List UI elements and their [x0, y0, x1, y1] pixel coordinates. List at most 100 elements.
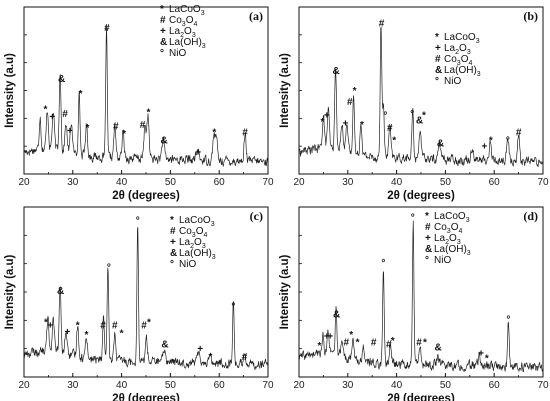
- legend-text: La: [179, 237, 191, 248]
- peak-marker: °: [506, 135, 510, 146]
- legend-label: La2O3: [179, 237, 206, 250]
- x-tick-label: 40: [116, 380, 128, 391]
- legend-text: NiO: [179, 259, 196, 270]
- legend-symbol: *: [170, 215, 174, 226]
- legend-text-tail: O: [186, 15, 194, 26]
- peak-marker: &: [434, 342, 441, 353]
- x-axis-label: 2θ (degrees): [387, 393, 455, 401]
- legend-symbol: &: [170, 248, 177, 259]
- peak-marker: *: [349, 330, 353, 341]
- xrd-pattern-line: [298, 26, 544, 168]
- legend-subscript: 3: [211, 221, 215, 228]
- legend-symbol: +: [160, 26, 166, 37]
- peak-marker: &: [416, 115, 423, 126]
- peak-marker: &: [332, 66, 339, 77]
- peak-marker: &: [437, 138, 444, 149]
- peak-marker: *: [489, 135, 493, 146]
- legend-text: La: [169, 26, 181, 37]
- peak-marker: #: [416, 338, 422, 349]
- x-tick-label: 50: [165, 380, 177, 391]
- peak-marker: *: [320, 117, 324, 128]
- legend-subscript: 3: [467, 49, 471, 56]
- legend-subscript: 3: [192, 232, 196, 239]
- peak-marker: *: [208, 352, 212, 363]
- legend-symbol: *: [160, 4, 164, 15]
- legend-label: Co3O4: [169, 15, 197, 28]
- x-tick-label: 50: [165, 177, 177, 188]
- legend-text-tail: O: [461, 54, 469, 65]
- legend-text: NiO: [169, 48, 186, 59]
- peak-marker: #: [242, 352, 248, 363]
- peak-marker: +: [482, 141, 488, 152]
- peak-marker: +: [197, 344, 203, 355]
- legend-subscript: 3: [202, 243, 206, 250]
- legend-subscript: 3: [212, 254, 216, 261]
- x-axis-label: 2θ (degrees): [112, 190, 180, 202]
- legend-subscript: 3: [477, 71, 481, 78]
- legend-label: LaCoO3: [179, 215, 215, 228]
- peak-marker: *: [76, 321, 80, 332]
- peak-marker: #: [242, 128, 248, 139]
- peak-marker: °: [107, 263, 111, 274]
- legend-subscript: 3: [476, 38, 480, 45]
- legend-symbol: &: [425, 244, 432, 255]
- y-axis-label: Intensity (a.u): [4, 254, 16, 329]
- legend-label: Co3O4: [434, 222, 462, 235]
- panel-label: (c): [250, 209, 263, 223]
- peak-marker: *: [423, 338, 427, 349]
- peak-marker: #: [113, 121, 119, 132]
- peak-marker: +: [342, 118, 348, 129]
- x-tick-label: 20: [293, 177, 305, 188]
- legend-text: NiO: [444, 76, 461, 87]
- x-tick-label: 20: [18, 177, 30, 188]
- legend-label: La2O3: [444, 43, 471, 56]
- legend-symbol: °: [435, 76, 439, 87]
- peak-marker: °: [381, 258, 385, 269]
- peak-marker: *: [485, 353, 489, 364]
- peak-marker: *: [147, 317, 151, 328]
- legend-symbol: °: [160, 48, 164, 59]
- legend-subscript: 4: [458, 228, 462, 235]
- legend-label: La(OH)3: [169, 37, 206, 50]
- legend-subscript: 3: [457, 60, 461, 67]
- peak-marker: °: [410, 109, 414, 120]
- panel-label: (d): [523, 209, 538, 223]
- legend-subscript: 3: [467, 250, 471, 257]
- peak-marker: *: [85, 330, 89, 341]
- legend-subscript: 3: [182, 21, 186, 28]
- x-axis-label: 2θ (degrees): [112, 393, 180, 401]
- x-tick-label: 50: [440, 380, 452, 391]
- x-tick-label: 40: [391, 380, 403, 391]
- legend-text: LaCoO: [179, 215, 211, 226]
- peak-marker: *: [120, 328, 124, 339]
- legend-text: Co: [179, 226, 192, 237]
- legend-text-tail: O: [451, 222, 459, 233]
- legend-symbol: +: [170, 237, 176, 248]
- x-tick-label: 30: [67, 177, 79, 188]
- legend-label: Co3O4: [179, 226, 207, 239]
- peak-marker: #: [62, 109, 68, 120]
- peak-marker: #: [100, 321, 106, 332]
- x-tick-label: 60: [489, 380, 501, 391]
- peak-marker: *: [212, 128, 216, 139]
- legend-text-tail: O: [449, 233, 457, 244]
- legend-subscript: 3: [202, 43, 206, 50]
- legend-text-tail: O: [184, 26, 192, 37]
- peak-marker: #: [347, 97, 353, 108]
- legend-label: La2O3: [169, 26, 196, 39]
- peak-marker: *: [392, 135, 396, 146]
- x-tick-label: 70: [262, 177, 274, 188]
- peak-marker: &: [333, 310, 340, 321]
- peak-marker: +: [65, 327, 71, 338]
- x-tick-label: 30: [67, 380, 79, 391]
- peak-marker: +: [324, 111, 330, 122]
- peak-marker: °: [411, 213, 415, 224]
- peak-marker: +: [67, 126, 73, 137]
- x-tick-label: 70: [537, 177, 549, 188]
- peak-marker: *: [353, 86, 357, 97]
- peak-marker: *: [44, 317, 48, 328]
- legend-label: LaCoO3: [169, 4, 205, 17]
- peak-marker: +: [49, 112, 55, 123]
- legend-text: Co: [444, 54, 457, 65]
